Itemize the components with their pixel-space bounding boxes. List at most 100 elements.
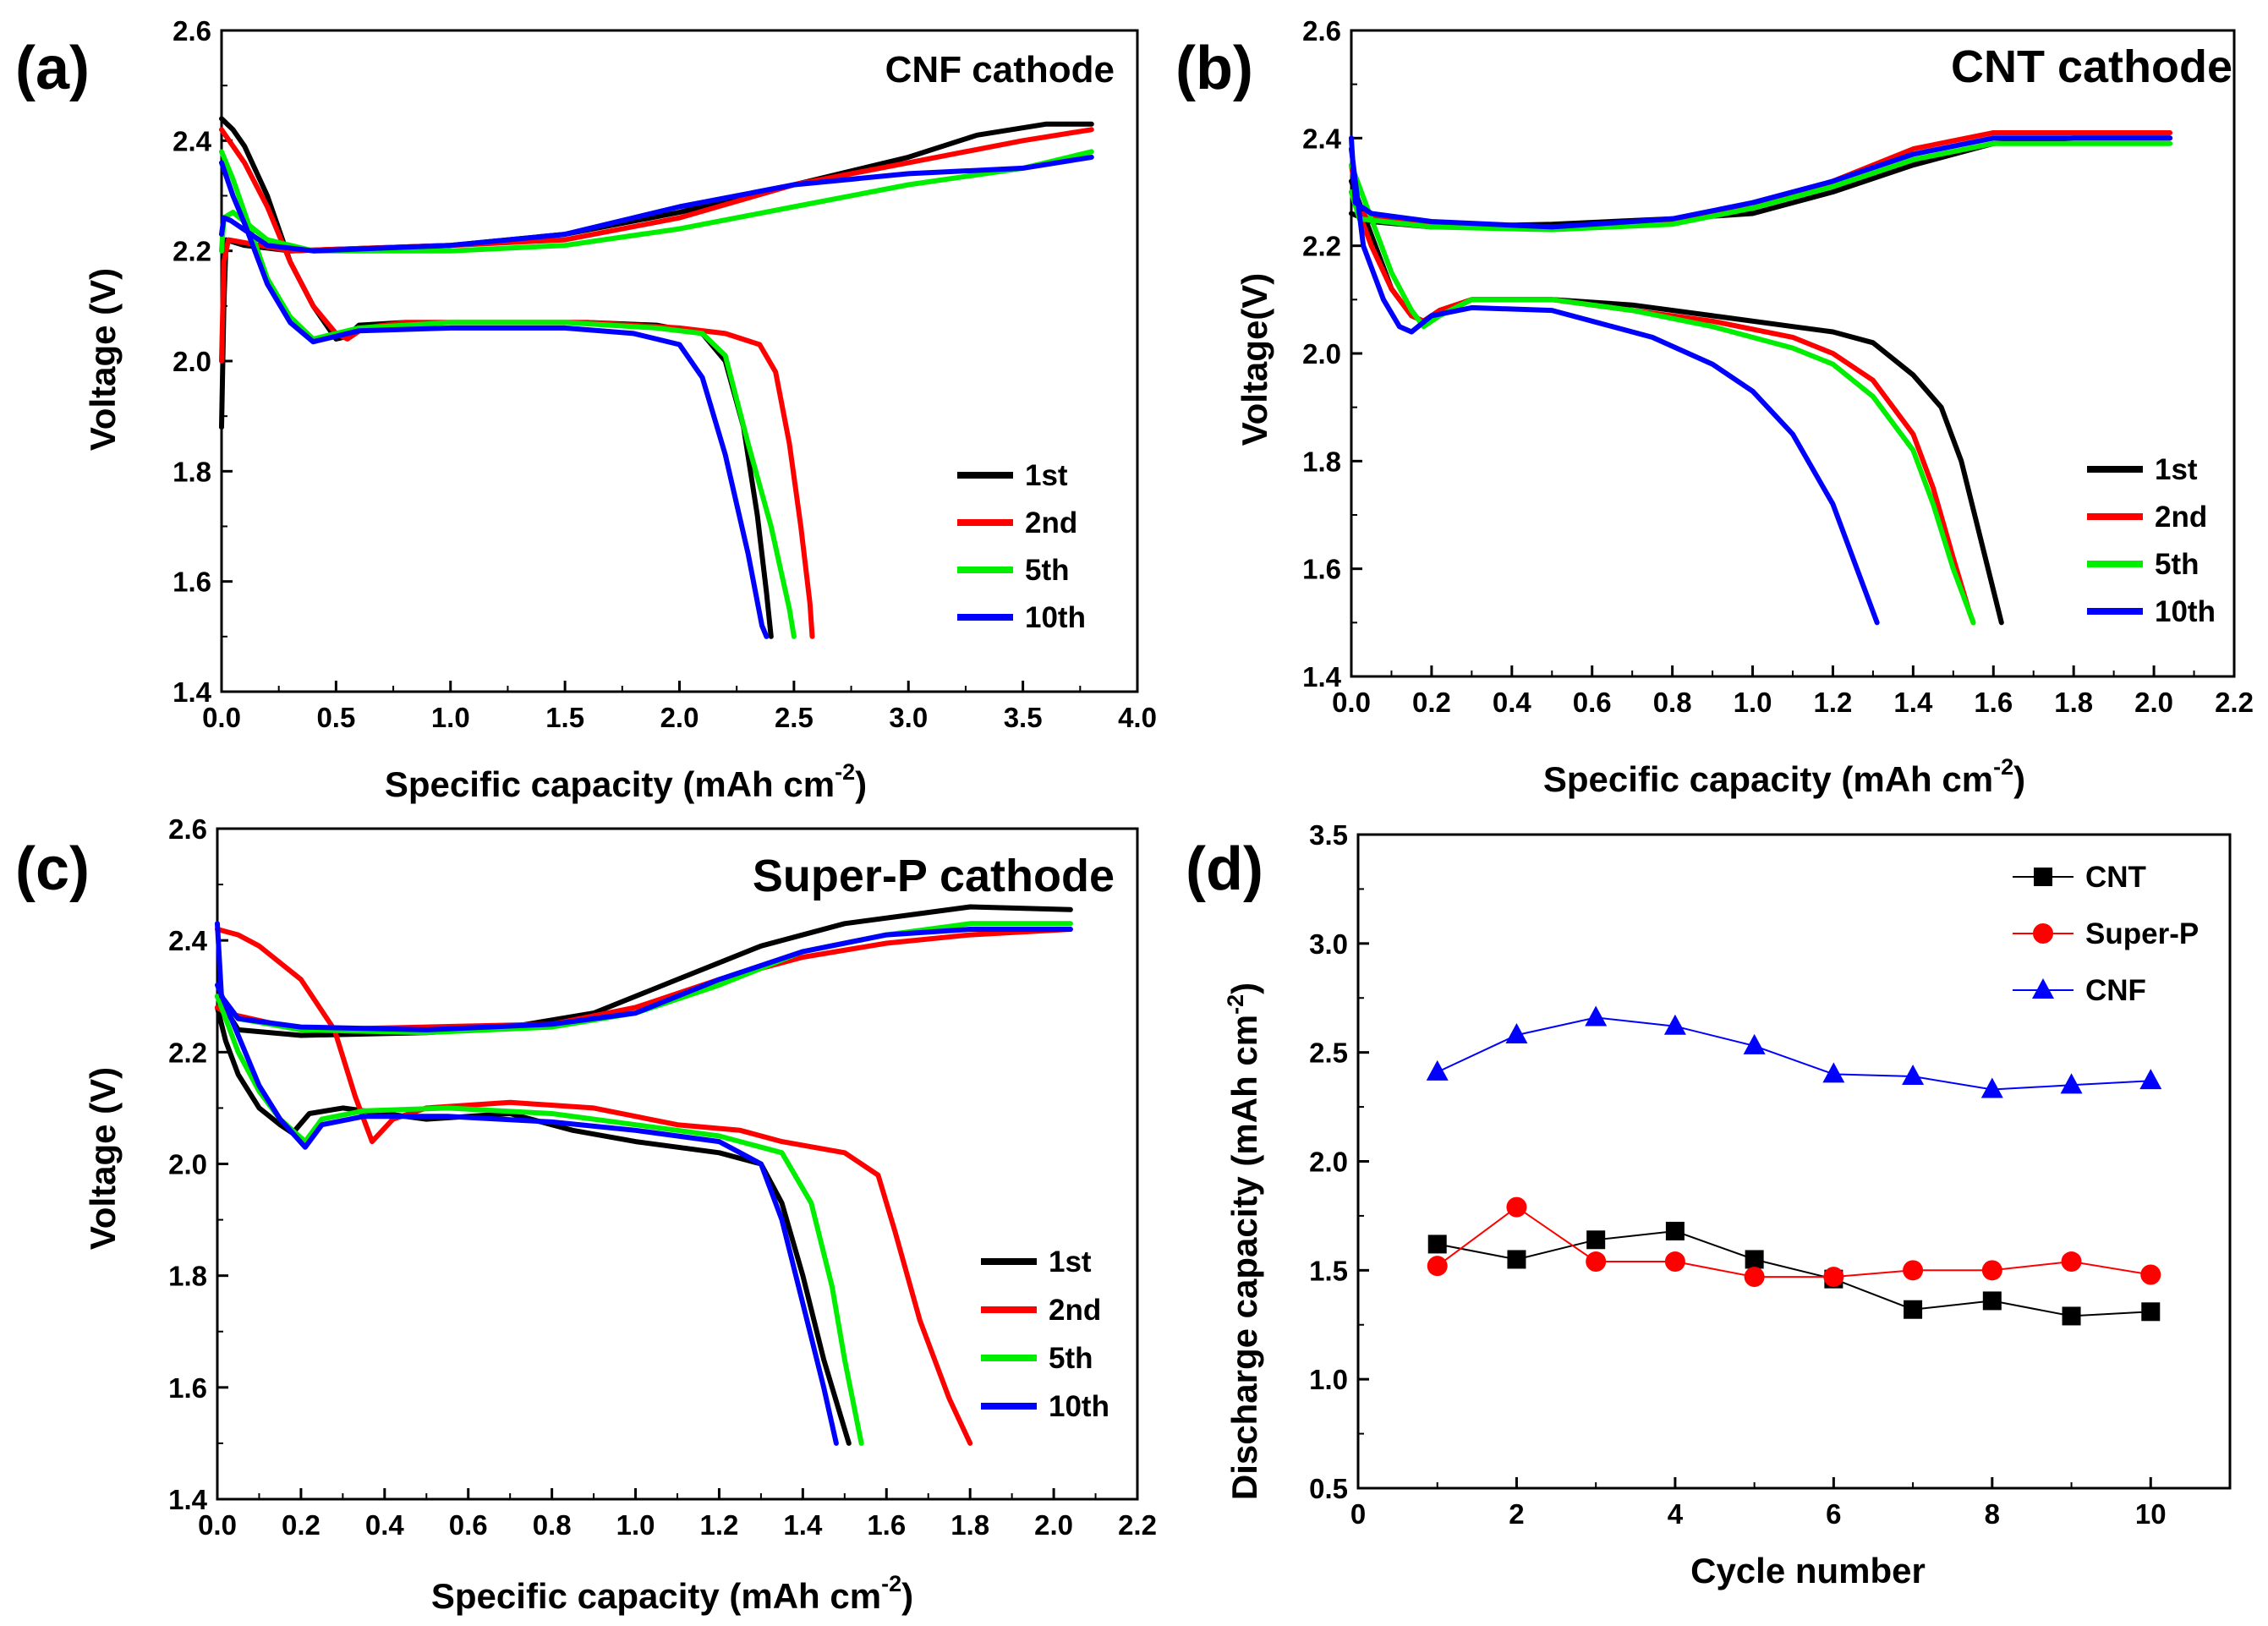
- point-cnf: [1663, 1014, 1686, 1035]
- legend-label-cnt: CNT: [2085, 861, 2146, 894]
- curve-discharge-5th: [215, 994, 864, 1446]
- y-tick-label-c: 2.0: [168, 1149, 207, 1180]
- y-tick-label-c: 1.4: [168, 1484, 208, 1515]
- y-tick-label-d: 2.5: [1309, 1037, 1348, 1069]
- y-axis-label-c: Voltage (V): [83, 1067, 123, 1250]
- y-tick-label-d: 1.5: [1309, 1255, 1348, 1286]
- panel-b: (b) CNT cathode Voltage(V) Specific capa…: [1175, 15, 2254, 799]
- x-tick-label-a: 3.5: [1004, 702, 1043, 733]
- curve-charge-1st: [1349, 135, 2173, 230]
- point-cnf: [1743, 1033, 1766, 1054]
- y-tick-label-c: 2.4: [168, 925, 208, 956]
- x-axis-label-b: Specific capacity (mAh cm-2): [1543, 754, 2025, 799]
- x-axis-label-d: Cycle number: [1690, 1551, 1926, 1590]
- curve-discharge-1st: [1349, 178, 2004, 626]
- plot-frame-b: [1350, 29, 2236, 678]
- x-tick-label-c: 0.6: [449, 1509, 488, 1541]
- curve-charge-2nd: [215, 927, 1073, 1032]
- y-tick-label-a: 2.0: [173, 346, 211, 377]
- x-tick-label-b: 0.6: [1573, 687, 1612, 718]
- x-tick-label-a: 1.0: [431, 702, 470, 733]
- x-axis-label-b-sup: -2: [1993, 754, 2013, 780]
- curve-charge-1st: [215, 904, 1073, 1038]
- x-tick-label-d: 4: [1668, 1498, 1684, 1530]
- y-tick-label-a: 2.4: [173, 125, 212, 156]
- point-cnf: [2139, 1069, 2162, 1090]
- x-tick-label-c: 2.0: [1034, 1509, 1073, 1541]
- point-super-p: [1823, 1267, 1844, 1288]
- legend-label-10th: 10th: [1049, 1390, 1109, 1423]
- point-cnt: [1745, 1250, 1764, 1269]
- x-tick-label-d: 2: [1509, 1498, 1524, 1530]
- y-tick-label-c: 1.8: [168, 1261, 207, 1292]
- x-tick-label-a: 0.0: [202, 702, 241, 733]
- point-super-p: [2061, 1251, 2082, 1273]
- x-tick-label-b: 2.0: [2134, 687, 2173, 718]
- x-tick-label-a: 3.0: [889, 702, 928, 733]
- y-tick-label-b: 2.0: [1302, 338, 1341, 370]
- y-axis-label-d: Discharge capacity (mAh cm-2): [1223, 983, 1264, 1500]
- legend-label-5th: 5th: [1049, 1342, 1093, 1375]
- y-tick-label-b: 2.4: [1302, 123, 1342, 154]
- panel-title-a: CNF cathode: [885, 49, 1115, 90]
- y-tick-label-a: 1.6: [173, 567, 211, 598]
- point-cnt: [1507, 1250, 1526, 1269]
- x-tick-label-b: 0.0: [1332, 687, 1371, 718]
- y-tick-label-b: 2.6: [1302, 15, 1341, 47]
- point-cnf: [1902, 1065, 1925, 1086]
- panel-title-c: Super-P cathode: [753, 851, 1115, 901]
- curve-discharge-1st: [215, 1005, 852, 1446]
- point-cnt: [1665, 1221, 1685, 1240]
- point-cnf: [1505, 1023, 1528, 1044]
- curve-charge-10th: [1349, 135, 2173, 230]
- panel-label-d: (d): [1186, 835, 1263, 903]
- point-super-p: [1903, 1260, 1924, 1281]
- y-tick-label-d: 3.5: [1309, 819, 1348, 851]
- legend-label-1st: 1st: [2155, 453, 2198, 486]
- y-axis-label-d-sup: -2: [1223, 994, 1248, 1015]
- x-tick-label-c: 2.2: [1118, 1509, 1157, 1541]
- y-tick-label-c: 2.2: [168, 1037, 207, 1068]
- y-tick-label-a: 1.8: [173, 456, 211, 487]
- y-tick-label-b: 2.2: [1302, 231, 1341, 262]
- point-cnt: [1586, 1230, 1606, 1250]
- point-cnt: [2141, 1302, 2161, 1322]
- point-super-p: [1744, 1267, 1765, 1288]
- curve-discharge-10th: [215, 983, 839, 1446]
- curve-charge-2nd: [219, 127, 1094, 364]
- y-tick-label-d: 0.5: [1309, 1473, 1348, 1504]
- x-axis-label-a-end: ): [855, 764, 867, 804]
- point-super-p: [1506, 1196, 1527, 1218]
- panel-label-a: (a): [15, 35, 90, 102]
- y-tick-label-c: 1.6: [168, 1372, 207, 1404]
- curve-charge-5th: [1349, 140, 2173, 233]
- panel-title-b: CNT cathode: [1951, 41, 2232, 92]
- y-tick-label-a: 2.6: [173, 15, 211, 47]
- legend-label-2nd: 2nd: [1025, 506, 1077, 539]
- y-tick-label-d: 2.0: [1309, 1147, 1348, 1178]
- x-tick-label-c: 1.8: [950, 1509, 989, 1541]
- x-axis-label-a-sup: -2: [835, 759, 855, 785]
- x-axis-label-b-end: ): [2013, 759, 2025, 799]
- legend-label-10th: 10th: [1025, 601, 1086, 634]
- curve-charge-5th: [219, 149, 1094, 254]
- legend-marker-super-p: [2033, 923, 2053, 944]
- curve-discharge-1st: [219, 116, 774, 639]
- series-line-super-p: [1437, 1206, 2151, 1278]
- panel-label-c: (c): [15, 835, 90, 903]
- x-tick-label-a: 2.0: [660, 702, 699, 733]
- x-axis-label-c-end: ): [901, 1576, 913, 1616]
- y-axis-label-d-main: Discharge capacity (mAh cm: [1224, 1015, 1264, 1500]
- x-tick-label-d: 0: [1350, 1498, 1366, 1530]
- point-super-p: [1427, 1256, 1448, 1277]
- curve-charge-10th: [215, 921, 1073, 1032]
- x-tick-label-a: 1.5: [545, 702, 584, 733]
- legend-label-1st: 1st: [1025, 459, 1068, 492]
- point-cnt: [2062, 1306, 2081, 1326]
- legend-label-2nd: 2nd: [1049, 1294, 1101, 1327]
- x-tick-label-c: 0.2: [282, 1509, 320, 1541]
- x-tick-label-d: 10: [2135, 1498, 2167, 1530]
- y-axis-label-d-end: ): [1224, 983, 1264, 994]
- point-cnf: [1980, 1077, 2003, 1098]
